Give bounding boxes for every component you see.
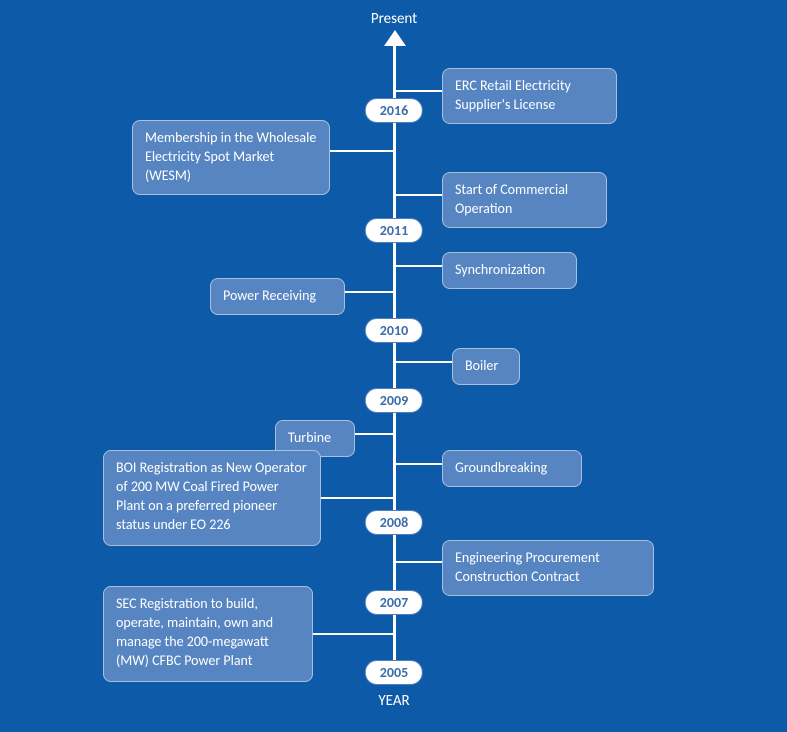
connector [396,90,442,92]
event-box: BOI Registration as New Operator of 200 … [103,450,321,546]
year-pill: 2011 [365,218,423,243]
connector [396,463,442,465]
event-box: Boiler [452,348,520,385]
connector [330,150,394,152]
connector [321,497,394,499]
connector [396,194,442,196]
event-box: ERC Retail Electricity Supplier's Licens… [442,68,617,124]
connector [396,561,442,563]
event-box: Power Receiving [210,278,345,315]
timeline-axis [393,44,396,685]
event-box: Synchronization [442,252,577,289]
year-pill: 2009 [365,388,423,413]
event-box: Engineering Procurement Construction Con… [442,540,654,596]
year-pill: 2010 [365,318,423,343]
connector [396,265,442,267]
year-pill: 2005 [365,660,423,685]
connector [355,433,394,435]
bottom-label: YEAR [334,692,454,710]
year-pill: 2007 [365,590,423,615]
top-label: Present [334,10,454,28]
connector [396,361,452,363]
connector [345,291,394,293]
connector [313,633,394,635]
year-pill: 2016 [365,98,423,123]
event-box: SEC Registration to build, operate, main… [103,586,313,682]
year-pill: 2008 [365,510,423,535]
event-box: Start of Commercial Operation [442,172,607,228]
event-box: Membership in the Wholesale Electricity … [132,120,330,195]
event-box: Groundbreaking [442,450,582,487]
timeline-canvas: Present YEAR 2016 2011 2010 2009 2008 2007 200… [0,0,787,732]
